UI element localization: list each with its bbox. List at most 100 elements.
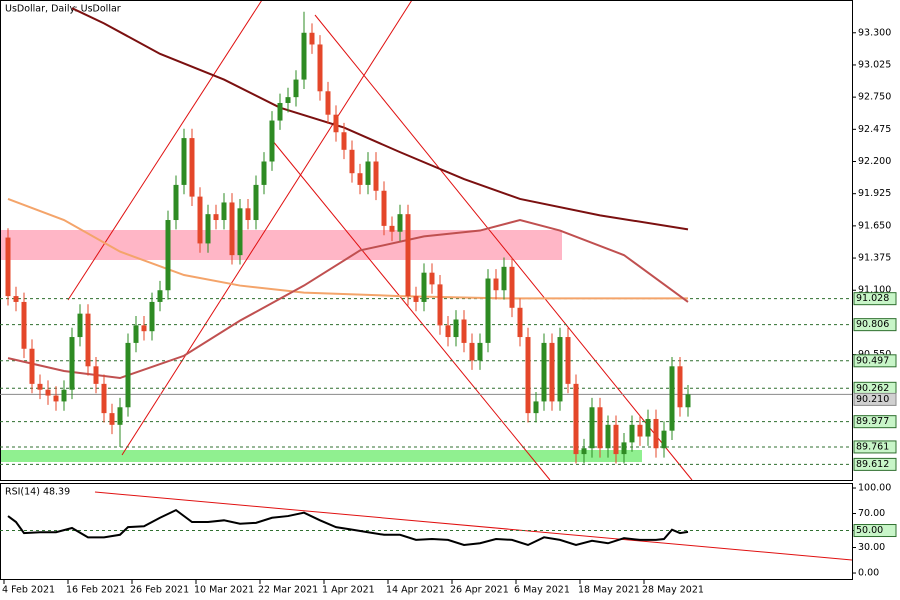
candle-body: [413, 296, 419, 302]
x-tick-label: 28 May 2021: [642, 585, 704, 596]
level-label-box: [853, 524, 897, 538]
level-label-box: [853, 318, 897, 332]
price-panel-frame: [0, 0, 853, 481]
candle-body: [189, 138, 195, 197]
candle-body: [29, 348, 35, 384]
candle-body: [613, 424, 619, 455]
candle-body: [429, 272, 435, 285]
candle-body: [405, 214, 411, 297]
rsi-line: [7, 508, 689, 547]
candle-body: [365, 161, 371, 185]
level-label: 89.761: [856, 441, 889, 452]
candle-body: [221, 202, 227, 221]
candle-body: [37, 383, 43, 390]
candle-body: [645, 418, 651, 437]
candle-body: [469, 342, 475, 361]
candle-body: [317, 44, 323, 92]
candle-body: [653, 418, 659, 449]
candle-body: [589, 407, 595, 449]
candle-body: [309, 32, 315, 45]
y-tick-label: 92.200: [858, 156, 891, 167]
last-price-label: 90.210: [856, 394, 889, 405]
y-tick-label: 91.925: [858, 188, 891, 199]
candle-body: [573, 383, 579, 455]
level-label-box: [853, 415, 897, 429]
trend-line: [314, 14, 693, 481]
candle-body: [141, 325, 147, 332]
candle-body: [541, 342, 547, 402]
candle-body: [549, 342, 555, 402]
candle-body: [637, 424, 643, 437]
moving-average: [7, 218, 689, 380]
candle-body: [93, 366, 99, 384]
candle-body: [501, 266, 507, 291]
candle-body: [629, 424, 635, 443]
candle-body: [437, 284, 443, 326]
candle-body: [453, 319, 459, 338]
y-tick-label: 92.475: [858, 124, 891, 135]
candle-body: [85, 313, 91, 367]
y-tick-label: 93.025: [858, 59, 891, 70]
candle-body: [373, 161, 379, 191]
x-tick-label: 26 Feb 2021: [130, 585, 189, 596]
level-label-box: [853, 292, 897, 306]
candle-body: [173, 184, 179, 221]
candle-body: [61, 389, 67, 402]
x-tick-label: 14 Apr 2021: [386, 585, 445, 596]
candle-body: [13, 296, 19, 302]
level-label-box: [853, 457, 897, 471]
x-tick-label: 18 May 2021: [578, 585, 640, 596]
y-tick-label: 91.375: [858, 253, 891, 264]
candle-body: [157, 290, 163, 302]
candle-body: [229, 202, 235, 256]
y-tick-label: 70.00: [858, 508, 885, 519]
y-tick-label: 91.100: [858, 285, 891, 296]
candle-body: [277, 102, 283, 121]
candle-body: [285, 97, 291, 103]
candle-body: [445, 325, 451, 338]
y-tick-label: 0.00: [858, 568, 879, 579]
y-tick-label: 93.300: [858, 27, 891, 38]
candle-body: [565, 337, 571, 384]
rsi-trend-line: [94, 491, 853, 561]
x-tick-label: 10 Mar 2021: [194, 585, 254, 596]
x-tick-label: 26 Apr 2021: [450, 585, 509, 596]
candle-body: [5, 237, 11, 297]
x-tick-label: 4 Feb 2021: [2, 585, 55, 596]
candle-body: [461, 319, 467, 343]
candle-body: [341, 132, 347, 150]
candle-body: [77, 313, 83, 338]
level-label: 90.497: [856, 355, 889, 366]
level-label: 91.028: [856, 293, 889, 304]
candle-body: [325, 91, 331, 115]
level-label-box: [853, 354, 897, 368]
candle-body: [485, 278, 491, 343]
candle-body: [293, 79, 299, 98]
candle-body: [261, 161, 267, 185]
y-tick-label: 91.650: [858, 220, 891, 231]
x-tick-label: 1 Apr 2021: [322, 585, 375, 596]
y-tick-label: 92.750: [858, 92, 891, 103]
candle-body: [149, 301, 155, 332]
rsi-title: RSI(14) 48.39: [5, 487, 70, 498]
candle-body: [205, 214, 211, 244]
candle-body: [597, 407, 603, 449]
candle-body: [533, 401, 539, 414]
candle-body: [357, 173, 363, 185]
candle-body: [245, 208, 251, 221]
candle-body: [669, 366, 675, 431]
candle-body: [45, 389, 51, 396]
candle-body: [21, 301, 27, 349]
candle-body: [621, 442, 627, 455]
candle-body: [421, 272, 427, 302]
trend-line: [271, 139, 551, 481]
candle-body: [213, 214, 219, 221]
candle-body: [333, 114, 339, 133]
candle-body: [349, 149, 355, 174]
candle-body: [477, 342, 483, 361]
trend-line: [67, 0, 263, 301]
candle-body: [117, 407, 123, 425]
candle-body: [69, 337, 75, 390]
